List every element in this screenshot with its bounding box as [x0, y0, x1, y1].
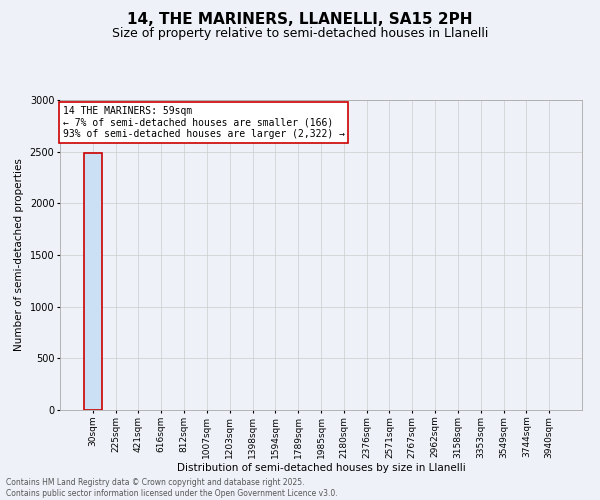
Text: Size of property relative to semi-detached houses in Llanelli: Size of property relative to semi-detach…	[112, 28, 488, 40]
Y-axis label: Number of semi-detached properties: Number of semi-detached properties	[14, 158, 24, 352]
Bar	[84, 153, 102, 410]
X-axis label: Distribution of semi-detached houses by size in Llanelli: Distribution of semi-detached houses by …	[176, 463, 466, 473]
Text: 14 THE MARINERS: 59sqm
← 7% of semi-detached houses are smaller (166)
93% of sem: 14 THE MARINERS: 59sqm ← 7% of semi-deta…	[62, 106, 344, 140]
Text: Contains HM Land Registry data © Crown copyright and database right 2025.
Contai: Contains HM Land Registry data © Crown c…	[6, 478, 338, 498]
Text: 14, THE MARINERS, LLANELLI, SA15 2PH: 14, THE MARINERS, LLANELLI, SA15 2PH	[127, 12, 473, 28]
